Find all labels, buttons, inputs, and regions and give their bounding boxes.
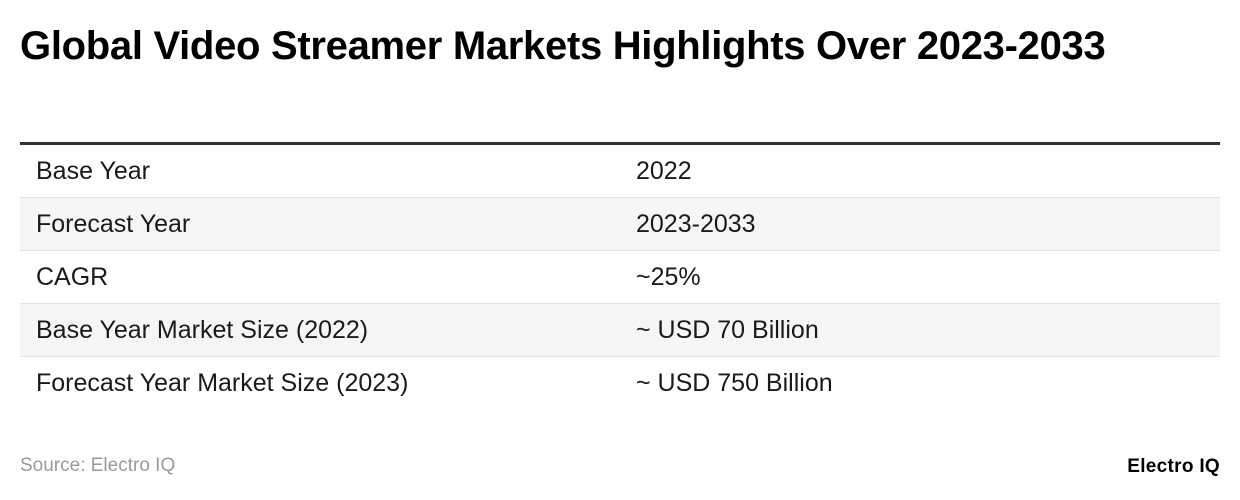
row-value: ~25%	[636, 262, 701, 291]
row-label: Base Year	[36, 156, 150, 185]
row-value: ~ USD 750 Billion	[636, 369, 833, 397]
table-row: Forecast Year 2023-2033	[20, 198, 1220, 251]
table-row: Base Year 2022	[20, 145, 1220, 198]
table-row: Forecast Year Market Size (2023) ~ USD 7…	[20, 357, 1220, 410]
table-row: Base Year Market Size (2022) ~ USD 70 Bi…	[20, 304, 1220, 357]
table-row: CAGR ~25%	[20, 251, 1220, 304]
row-label: Forecast Year Market Size (2023)	[36, 369, 409, 397]
row-label: Base Year Market Size (2022)	[36, 315, 369, 344]
row-value: ~ USD 70 Billion	[636, 315, 819, 344]
highlights-table: Base Year 2022 Forecast Year 2023-2033 C…	[20, 142, 1220, 410]
row-label: Forecast Year	[36, 209, 191, 238]
page-title: Global Video Streamer Markets Highlights…	[20, 24, 1106, 68]
row-value: 2022	[636, 156, 692, 185]
brand-logo: Electro IQ	[1127, 456, 1220, 477]
source-note: Source: Electro IQ	[20, 455, 176, 476]
row-value: 2023-2033	[636, 209, 756, 238]
row-label: CAGR	[36, 262, 109, 291]
